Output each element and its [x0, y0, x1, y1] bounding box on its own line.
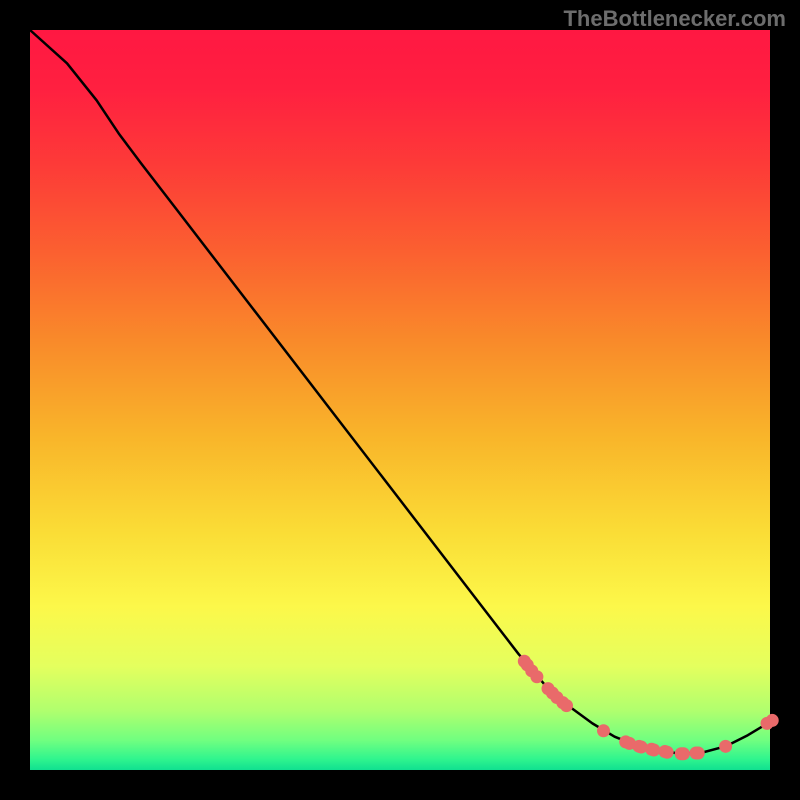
data-point — [560, 699, 573, 712]
data-point — [647, 744, 660, 757]
gradient-background — [30, 30, 770, 770]
chart-frame: TheBottlenecker.com — [0, 0, 800, 800]
data-point — [677, 747, 690, 760]
data-point — [530, 670, 543, 683]
plot-area — [30, 30, 770, 770]
chart-svg — [30, 30, 770, 770]
data-point — [766, 714, 779, 727]
data-point — [719, 740, 732, 753]
data-point — [597, 724, 610, 737]
data-point — [692, 746, 705, 759]
watermark-text: TheBottlenecker.com — [563, 6, 786, 32]
data-point — [661, 746, 674, 759]
